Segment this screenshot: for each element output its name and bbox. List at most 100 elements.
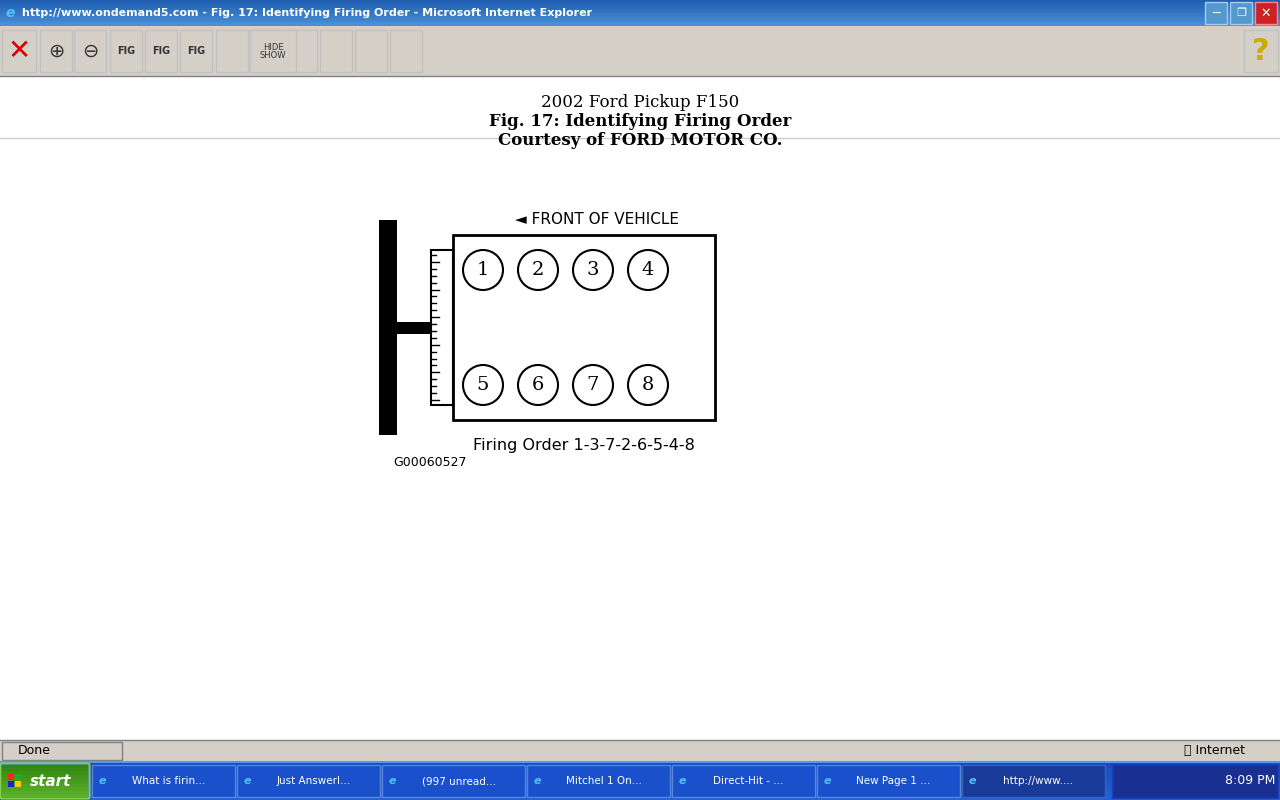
- Bar: [3, 778, 88, 781]
- Bar: [0, 19, 1280, 21]
- Text: FIG: FIG: [152, 46, 170, 56]
- Text: 2002 Ford Pickup F150: 2002 Ford Pickup F150: [541, 94, 739, 111]
- Text: 6: 6: [531, 376, 544, 394]
- Bar: [0, 24, 1280, 26]
- Text: Fig. 17: Identifying Firing Order: Fig. 17: Identifying Firing Order: [489, 113, 791, 130]
- Text: HIDE: HIDE: [262, 42, 283, 51]
- Bar: [3, 784, 88, 787]
- Text: Done: Done: [18, 745, 51, 758]
- Bar: [0, 2, 1280, 4]
- Bar: [3, 30, 36, 72]
- Circle shape: [463, 365, 503, 405]
- Bar: [3, 742, 122, 760]
- Bar: [0, 740, 1280, 762]
- Text: e: e: [968, 776, 975, 786]
- Bar: [0, 18, 1280, 19]
- Text: SHOW: SHOW: [260, 50, 287, 59]
- Bar: [3, 768, 88, 771]
- Bar: [0, 20, 1280, 22]
- Text: Firing Order 1-3-7-2-6-5-4-8: Firing Order 1-3-7-2-6-5-4-8: [474, 438, 695, 453]
- Bar: [0, 22, 1280, 23]
- Bar: [0, 797, 1280, 800]
- Bar: [0, 14, 1280, 15]
- Text: ❐: ❐: [1236, 8, 1245, 18]
- Bar: [963, 765, 1105, 797]
- Bar: [8, 774, 14, 780]
- Bar: [180, 30, 212, 72]
- Bar: [355, 30, 387, 72]
- Bar: [0, 26, 1280, 76]
- Bar: [0, 766, 1280, 770]
- Text: What is firin...: What is firin...: [132, 776, 205, 786]
- Text: http://www.ondemand5.com - Fig. 17: Identifying Firing Order - Microsoft Interne: http://www.ondemand5.com - Fig. 17: Iden…: [22, 8, 593, 18]
- Bar: [3, 787, 88, 790]
- Text: 2: 2: [531, 261, 544, 279]
- Bar: [0, 76, 1280, 740]
- Bar: [3, 774, 88, 778]
- Text: FIG: FIG: [187, 46, 205, 56]
- Text: ✕: ✕: [8, 37, 31, 65]
- Text: Courtesy of FORD MOTOR CO.: Courtesy of FORD MOTOR CO.: [498, 132, 782, 149]
- Text: Mitchel 1 On...: Mitchel 1 On...: [566, 776, 641, 786]
- Bar: [0, 779, 1280, 782]
- Bar: [0, 769, 1280, 772]
- Text: ✕: ✕: [1261, 6, 1271, 19]
- Bar: [3, 765, 88, 768]
- Bar: [397, 322, 453, 334]
- Bar: [0, 10, 1280, 12]
- Text: New Page 1 ...: New Page 1 ...: [856, 776, 931, 786]
- Bar: [320, 30, 352, 72]
- Bar: [390, 30, 422, 72]
- Bar: [74, 30, 106, 72]
- Bar: [1244, 30, 1277, 72]
- Bar: [285, 30, 317, 72]
- Circle shape: [573, 250, 613, 290]
- Bar: [0, 15, 1280, 17]
- Bar: [0, 23, 1280, 25]
- Bar: [0, 794, 1280, 798]
- Text: 5: 5: [477, 376, 489, 394]
- Bar: [1230, 2, 1252, 24]
- Text: e: e: [534, 776, 540, 786]
- Bar: [0, 5, 1280, 6]
- Bar: [3, 790, 88, 794]
- Bar: [3, 781, 88, 784]
- Text: e: e: [678, 776, 686, 786]
- Bar: [0, 17, 1280, 18]
- Bar: [381, 765, 525, 797]
- Text: Just Answerl...: Just Answerl...: [276, 776, 351, 786]
- Bar: [0, 764, 1280, 767]
- Bar: [453, 235, 716, 420]
- Bar: [379, 220, 397, 435]
- Text: (997 unread...: (997 unread...: [421, 776, 495, 786]
- Bar: [1204, 2, 1228, 24]
- Bar: [0, 792, 1280, 795]
- Bar: [216, 30, 248, 72]
- Bar: [817, 765, 960, 797]
- Bar: [0, 0, 1280, 2]
- Bar: [250, 30, 282, 72]
- Text: ─: ─: [1212, 6, 1220, 19]
- Bar: [0, 774, 1280, 778]
- Text: e: e: [243, 776, 251, 786]
- Bar: [3, 771, 88, 774]
- Bar: [237, 765, 380, 797]
- Text: 3: 3: [586, 261, 599, 279]
- Circle shape: [518, 250, 558, 290]
- Text: e: e: [388, 776, 396, 786]
- Bar: [250, 30, 296, 72]
- Bar: [0, 9, 1280, 10]
- Bar: [0, 3, 1280, 6]
- Circle shape: [628, 365, 668, 405]
- Bar: [0, 13, 1280, 14]
- Bar: [0, 1, 1280, 2]
- Bar: [0, 790, 1280, 792]
- Bar: [672, 765, 815, 797]
- Circle shape: [463, 250, 503, 290]
- Bar: [92, 765, 236, 797]
- Text: ⊕: ⊕: [47, 42, 64, 61]
- Text: G00060527: G00060527: [393, 456, 466, 469]
- Text: 8:09 PM: 8:09 PM: [1225, 774, 1275, 787]
- Text: 8: 8: [641, 376, 654, 394]
- Text: http://www....: http://www....: [1004, 776, 1074, 786]
